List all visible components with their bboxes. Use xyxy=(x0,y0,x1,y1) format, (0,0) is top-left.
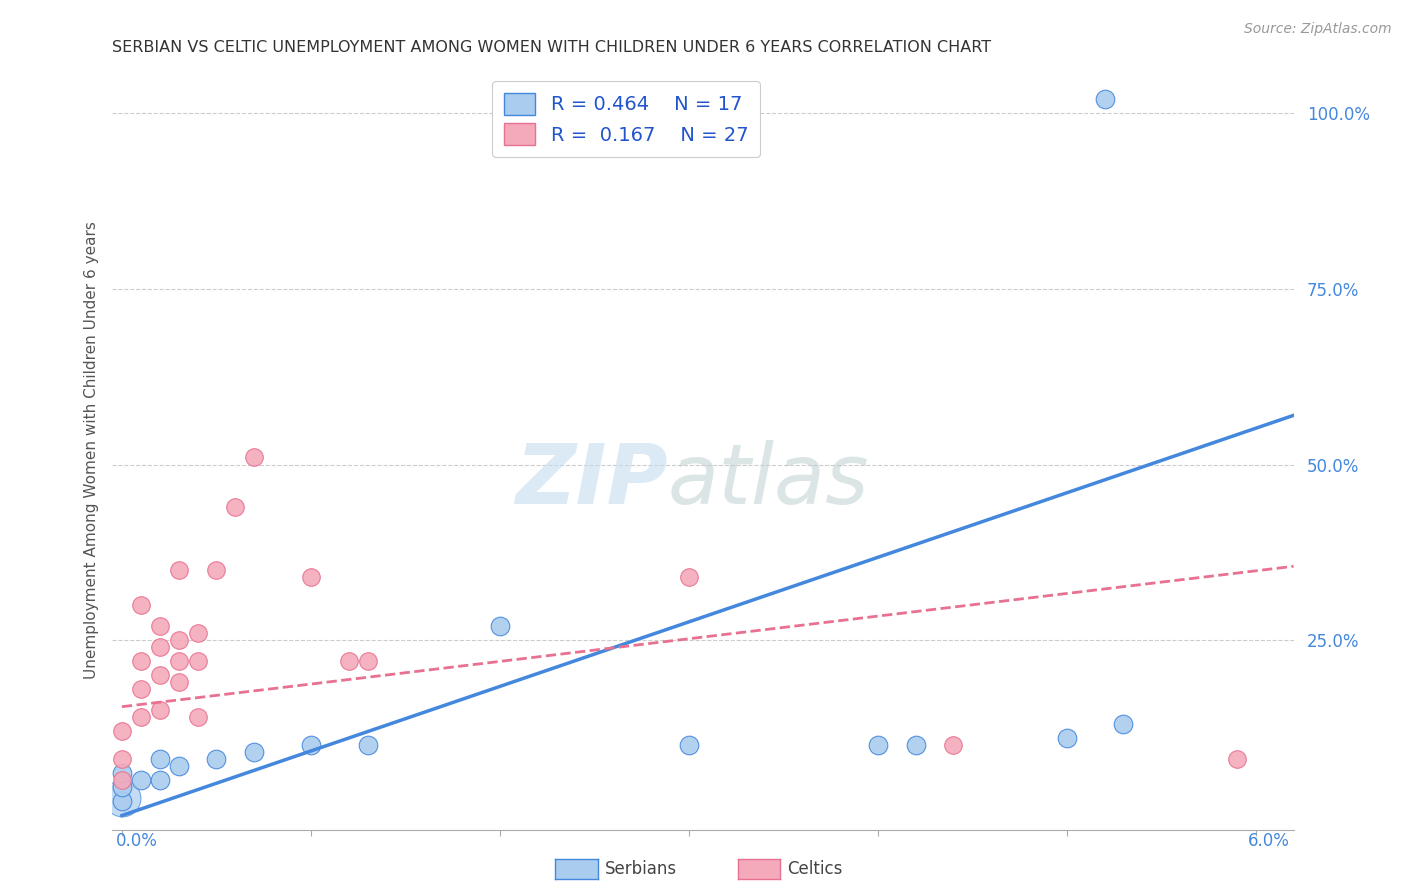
Point xyxy=(186,654,208,668)
Point xyxy=(167,675,190,690)
Text: 6.0%: 6.0% xyxy=(1249,831,1289,850)
Point xyxy=(1094,92,1116,106)
Point xyxy=(149,640,172,654)
Point xyxy=(942,739,965,753)
Point xyxy=(866,739,889,753)
Point xyxy=(224,500,246,514)
Point xyxy=(129,682,152,697)
Point xyxy=(167,759,190,773)
Text: ZIP: ZIP xyxy=(515,441,668,521)
Point xyxy=(149,619,172,633)
Point xyxy=(1112,717,1135,731)
Text: SERBIAN VS CELTIC UNEMPLOYMENT AMONG WOMEN WITH CHILDREN UNDER 6 YEARS CORRELATI: SERBIAN VS CELTIC UNEMPLOYMENT AMONG WOM… xyxy=(112,40,991,55)
Point xyxy=(111,773,134,788)
Point xyxy=(356,739,378,753)
Point xyxy=(149,668,172,682)
Y-axis label: Unemployment Among Women with Children Under 6 years: Unemployment Among Women with Children U… xyxy=(83,221,98,680)
Point xyxy=(111,752,134,766)
Legend: R = 0.464    N = 17, R =  0.167    N = 27: R = 0.464 N = 17, R = 0.167 N = 27 xyxy=(492,81,761,157)
Point xyxy=(111,791,134,805)
Point xyxy=(111,724,134,739)
Point xyxy=(129,654,152,668)
Point xyxy=(149,752,172,766)
Point xyxy=(205,752,228,766)
Point xyxy=(111,766,134,780)
Point xyxy=(129,598,152,612)
Text: atlas: atlas xyxy=(668,441,869,521)
Point xyxy=(904,739,927,753)
Point xyxy=(149,773,172,788)
Text: Serbians: Serbians xyxy=(605,860,676,878)
Point xyxy=(337,654,360,668)
Point xyxy=(186,710,208,724)
Point xyxy=(678,739,700,753)
Point xyxy=(167,563,190,577)
Point xyxy=(678,570,700,584)
Text: Source: ZipAtlas.com: Source: ZipAtlas.com xyxy=(1244,22,1392,37)
Point xyxy=(129,773,152,788)
Point xyxy=(111,795,134,809)
Point xyxy=(1056,731,1078,746)
Point xyxy=(129,710,152,724)
Point xyxy=(186,626,208,640)
Point xyxy=(205,563,228,577)
Point xyxy=(167,633,190,648)
Point xyxy=(167,654,190,668)
Point xyxy=(149,703,172,717)
Point xyxy=(111,780,134,795)
Point xyxy=(243,450,266,465)
Point xyxy=(299,570,322,584)
Text: Celtics: Celtics xyxy=(787,860,842,878)
Point xyxy=(299,739,322,753)
Point xyxy=(243,745,266,759)
Point xyxy=(489,619,512,633)
Text: 0.0%: 0.0% xyxy=(117,831,157,850)
Point xyxy=(1226,752,1249,766)
Point xyxy=(356,654,378,668)
